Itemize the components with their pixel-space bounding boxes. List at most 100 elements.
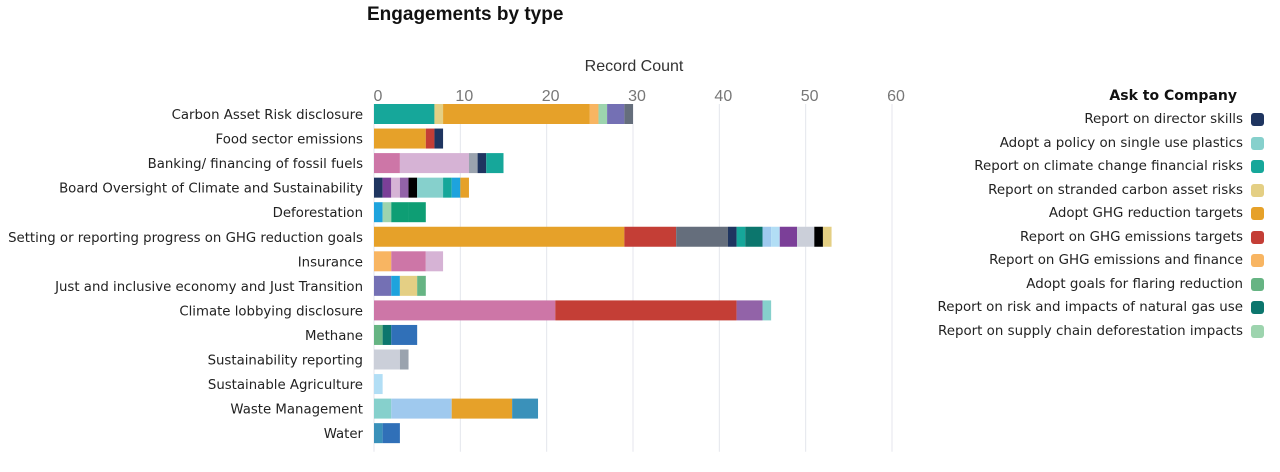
bar-row — [374, 275, 426, 296]
bar-segment[interactable] — [745, 226, 763, 247]
bar-segment[interactable] — [374, 153, 400, 174]
legend-item[interactable]: Report on stranded carbon asset risks — [938, 179, 1264, 203]
bar-segment[interactable] — [589, 104, 599, 124]
bar-segment[interactable] — [391, 177, 400, 198]
bar-row — [374, 251, 444, 272]
bar-row — [374, 226, 832, 247]
bar-segment[interactable] — [408, 202, 426, 223]
bar-segment[interactable] — [417, 177, 444, 198]
category-label: Setting or reporting progress on GHG red… — [8, 231, 363, 246]
x-tick-label: 40 — [714, 88, 732, 105]
legend-label: Report on director skills — [1084, 112, 1243, 128]
bar-segment[interactable] — [391, 398, 452, 419]
bar-segment[interactable] — [425, 128, 435, 149]
bar-segment[interactable] — [443, 177, 452, 198]
bar-segment[interactable] — [598, 104, 608, 124]
bar-segment[interactable] — [374, 226, 625, 247]
bar-segment[interactable] — [727, 226, 737, 247]
legend-swatch — [1251, 207, 1264, 221]
bar-segment[interactable] — [399, 349, 409, 370]
bar-segment[interactable] — [814, 226, 823, 247]
legend-item[interactable]: Report on supply chain deforestation imp… — [938, 320, 1264, 344]
bar-segment[interactable] — [779, 226, 798, 247]
bar-segment[interactable] — [374, 374, 383, 395]
bar-segment[interactable] — [762, 226, 772, 247]
bar-segment[interactable] — [391, 202, 409, 223]
bar-segment[interactable] — [391, 324, 418, 345]
legend-swatch — [1251, 183, 1264, 197]
legend-item[interactable]: Report on climate change financial risks — [938, 155, 1264, 179]
bar-row — [374, 177, 469, 198]
bar-segment[interactable] — [762, 300, 772, 321]
chart-title: Engagements by type — [367, 4, 564, 25]
bar-segment[interactable] — [477, 153, 487, 174]
legend-item[interactable]: Adopt goals for flaring reduction — [938, 273, 1264, 297]
bar-segment[interactable] — [434, 128, 444, 149]
legend-title: Ask to Company — [1109, 88, 1237, 104]
bar-segment[interactable] — [443, 104, 590, 124]
category-label: Insurance — [298, 255, 363, 270]
bar-segment[interactable] — [624, 104, 633, 124]
legend-item[interactable]: Report on director skills — [938, 108, 1264, 132]
bar-segment[interactable] — [460, 177, 469, 198]
category-label: Banking/ financing of fossil fuels — [148, 157, 363, 172]
category-label: Carbon Asset Risk disclosure — [172, 108, 363, 123]
bar-segment[interactable] — [408, 177, 418, 198]
bar-segment[interactable] — [624, 226, 677, 247]
x-axis-title: Record Count — [585, 58, 684, 75]
bar-segment[interactable] — [374, 300, 556, 321]
bar-segment[interactable] — [736, 300, 763, 321]
bar-segment[interactable] — [512, 398, 539, 419]
category-label: Deforestation — [273, 206, 363, 221]
bar-segment[interactable] — [382, 177, 392, 198]
legend-item[interactable]: Adopt GHG reduction targets — [938, 202, 1264, 226]
bar-segment[interactable] — [451, 177, 461, 198]
legend-label: Adopt a policy on single use plastics — [999, 135, 1243, 151]
bar-segment[interactable] — [797, 226, 815, 247]
bar-segment[interactable] — [399, 177, 409, 198]
bar-segment[interactable] — [374, 324, 383, 345]
bar-segment[interactable] — [374, 349, 400, 370]
bar-segment[interactable] — [434, 104, 444, 124]
legend-swatch — [1251, 136, 1264, 150]
bar-segment[interactable] — [676, 226, 728, 247]
bar-segment[interactable] — [425, 251, 444, 272]
bar-segment[interactable] — [399, 275, 418, 296]
bar-segment[interactable] — [736, 226, 746, 247]
bar-segment[interactable] — [486, 153, 504, 174]
bar-row — [374, 324, 418, 345]
bar-segment[interactable] — [374, 104, 435, 124]
bar-segment[interactable] — [374, 398, 392, 419]
bar-segment[interactable] — [771, 226, 780, 247]
legend-label: Adopt goals for flaring reduction — [1026, 276, 1243, 292]
bar-segment[interactable] — [451, 398, 513, 419]
legend-label: Report on climate change financial risks — [974, 159, 1243, 175]
legend-label: Adopt GHG reduction targets — [1048, 206, 1243, 222]
legend-item[interactable]: Report on GHG emissions and finance — [938, 249, 1264, 273]
bar-segment[interactable] — [607, 104, 625, 124]
legend-item[interactable]: Report on risk and impacts of natural ga… — [938, 296, 1264, 320]
bar-segment[interactable] — [822, 226, 832, 247]
bar-segment[interactable] — [382, 202, 392, 223]
bar-segment[interactable] — [417, 275, 426, 296]
bar-segment[interactable] — [374, 202, 383, 223]
bar-segment[interactable] — [555, 300, 737, 321]
bar-segment[interactable] — [391, 275, 400, 296]
bar-segment[interactable] — [374, 177, 383, 198]
x-axis-ticks: 0 10 20 30 40 50 60 — [374, 88, 905, 105]
bar-segment[interactable] — [374, 128, 426, 149]
bar-segment[interactable] — [468, 153, 478, 174]
bar-row — [374, 349, 409, 370]
legend-item[interactable]: Adopt a policy on single use plastics — [938, 132, 1264, 156]
bar-segment[interactable] — [374, 275, 392, 296]
category-label: Sustainability reporting — [208, 354, 363, 369]
bar-segment[interactable] — [391, 251, 426, 272]
legend-item[interactable]: Report on GHG emissions targets — [938, 226, 1264, 250]
bar-segment[interactable] — [382, 423, 400, 444]
bar-row — [374, 300, 772, 321]
bar-segment[interactable] — [374, 423, 383, 444]
bar-segment[interactable] — [399, 153, 469, 174]
bar-segment[interactable] — [382, 324, 392, 345]
bar-segment[interactable] — [374, 251, 392, 272]
